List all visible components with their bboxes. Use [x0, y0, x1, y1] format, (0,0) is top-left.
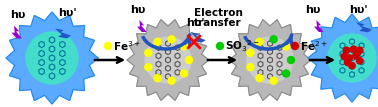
Polygon shape	[191, 32, 206, 43]
Text: Fe$^{3+}$: Fe$^{3+}$	[113, 39, 141, 53]
Circle shape	[168, 36, 175, 43]
Circle shape	[346, 55, 352, 61]
Text: transfer: transfer	[194, 18, 242, 28]
Polygon shape	[55, 28, 71, 38]
Circle shape	[181, 70, 187, 77]
Circle shape	[168, 77, 175, 84]
Polygon shape	[137, 20, 147, 32]
Circle shape	[181, 43, 187, 50]
Circle shape	[283, 43, 290, 50]
Polygon shape	[308, 14, 378, 102]
Text: hυ': hυ'	[186, 18, 204, 28]
Circle shape	[328, 34, 376, 82]
Circle shape	[291, 42, 299, 50]
Circle shape	[247, 64, 254, 71]
Circle shape	[256, 38, 263, 45]
Circle shape	[247, 49, 254, 56]
Circle shape	[154, 38, 161, 45]
Text: hυ: hυ	[10, 10, 25, 20]
Text: hυ: hυ	[130, 5, 146, 15]
Circle shape	[349, 62, 355, 69]
Circle shape	[217, 42, 223, 50]
Circle shape	[145, 49, 152, 56]
Circle shape	[104, 42, 112, 50]
Polygon shape	[314, 20, 324, 32]
Circle shape	[154, 75, 161, 82]
Polygon shape	[11, 25, 22, 39]
Circle shape	[26, 32, 78, 84]
Circle shape	[256, 75, 263, 82]
Polygon shape	[356, 22, 372, 32]
Polygon shape	[229, 20, 311, 100]
Circle shape	[186, 56, 192, 63]
Polygon shape	[127, 20, 209, 100]
Circle shape	[356, 47, 363, 54]
Circle shape	[270, 36, 277, 43]
Circle shape	[356, 58, 363, 64]
Text: hυ': hυ'	[58, 8, 77, 18]
Circle shape	[353, 53, 359, 59]
Circle shape	[270, 77, 277, 84]
Circle shape	[283, 70, 290, 77]
Circle shape	[247, 37, 293, 83]
Text: hυ: hυ	[305, 5, 321, 15]
Polygon shape	[6, 12, 98, 104]
Circle shape	[288, 56, 294, 63]
Circle shape	[354, 49, 361, 56]
Text: hυ': hυ'	[349, 5, 367, 15]
Circle shape	[145, 64, 152, 71]
Circle shape	[343, 47, 350, 54]
Text: Fe$^{2+}$: Fe$^{2+}$	[300, 39, 328, 53]
Circle shape	[344, 59, 351, 66]
Circle shape	[350, 46, 357, 52]
Text: Electron: Electron	[194, 8, 242, 18]
Circle shape	[145, 37, 191, 83]
Circle shape	[341, 53, 347, 60]
Text: SO$_3$$^{2-}$: SO$_3$$^{2-}$	[225, 38, 260, 54]
